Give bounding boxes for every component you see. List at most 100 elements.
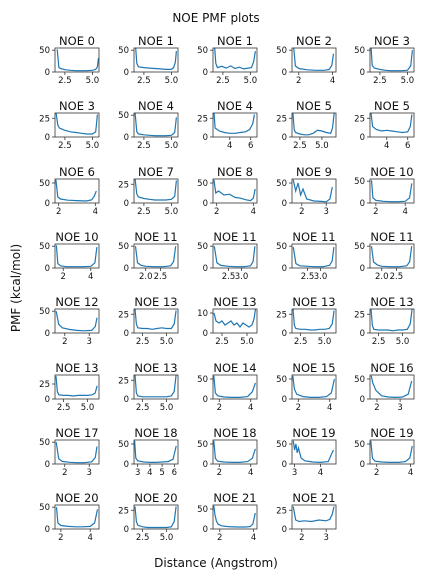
subplot: NOE 10 2 4 0 50 xyxy=(39,230,100,282)
y-tick-label: 0 xyxy=(282,525,287,535)
subplot-title: NOE 14 xyxy=(213,361,256,375)
axes-frame xyxy=(369,243,415,269)
series-line xyxy=(55,245,98,268)
subplot-title: NOE 11 xyxy=(134,230,177,244)
axes-frame xyxy=(54,439,100,465)
subplot-title: NOE 2 xyxy=(296,34,332,48)
subplot-title: NOE 21 xyxy=(292,491,335,505)
y-tick-label: 25 xyxy=(118,310,129,320)
series-line xyxy=(292,506,335,523)
subplot: NOE 5 2.5 5.0 0 25 xyxy=(276,99,337,151)
y-tick-label: 0 xyxy=(360,68,365,78)
x-tick-label: 4 xyxy=(88,272,93,282)
series-line xyxy=(292,247,335,268)
x-tick-label: 2 xyxy=(217,403,222,413)
y-tick-label: 50 xyxy=(354,440,365,450)
axes-frame xyxy=(133,243,179,269)
subplot-title: NOE 1 xyxy=(217,34,253,48)
y-tick-label: 0 xyxy=(124,525,129,535)
series-line xyxy=(370,246,413,268)
y-tick-label: 50 xyxy=(118,46,129,56)
y-tick-label: 50 xyxy=(197,505,208,515)
series-line xyxy=(293,48,335,71)
y-tick-label: 50 xyxy=(354,242,365,252)
y-tick-label: 0 xyxy=(282,329,287,339)
axes-frame xyxy=(369,47,415,73)
y-tick-label: 50 xyxy=(197,375,208,385)
subplot: NOE 8 2 4 0 50 xyxy=(197,165,258,217)
subplot-title: NOE 3 xyxy=(374,34,410,48)
x-tick-label: 2.5 xyxy=(58,76,72,86)
subplot-title: NOE 4 xyxy=(138,99,174,113)
x-tick-label: 3 xyxy=(135,468,140,478)
x-tick-label: 2 xyxy=(217,533,222,543)
x-tick-label: 2 xyxy=(61,272,66,282)
series-line xyxy=(213,309,257,328)
axes-frame xyxy=(212,504,258,530)
subplot-title: NOE 7 xyxy=(138,165,174,179)
x-tick-label: 2.5 xyxy=(137,207,151,217)
x-tick-label: 4 xyxy=(327,403,332,413)
figure-y-label: PMF (kcal/mol) xyxy=(9,244,23,332)
subplot-title: NOE 1 xyxy=(138,34,174,48)
series-line xyxy=(292,440,334,464)
subplot-title: NOE 13 xyxy=(134,361,177,375)
subplot: NOE 0 2.5 5.0 0 50 xyxy=(39,34,100,86)
x-tick-label: 5.0 xyxy=(81,403,95,413)
series-line xyxy=(370,48,413,72)
subplot: NOE 6 2 4 0 50 xyxy=(39,165,100,217)
y-tick-label: 0 xyxy=(203,395,208,405)
x-tick-label: 2.5 xyxy=(372,337,386,347)
axes-frame xyxy=(133,47,179,73)
y-tick-label: 25 xyxy=(39,380,50,390)
axes-frame xyxy=(212,47,258,73)
axes-frame xyxy=(133,504,179,530)
subplot: NOE 3 2.5 5.0 0 50 xyxy=(354,34,415,86)
y-tick-label: 50 xyxy=(276,242,287,252)
axes-frame xyxy=(54,178,100,204)
y-tick-label: 50 xyxy=(118,111,129,121)
y-tick-label: 0 xyxy=(282,460,287,470)
subplot: NOE 17 2 3 0 50 xyxy=(39,426,100,478)
y-tick-label: 0 xyxy=(124,68,129,78)
y-tick-label: 25 xyxy=(354,310,365,320)
x-tick-label: 4 xyxy=(251,207,256,217)
x-tick-label: 2.5 xyxy=(136,403,150,413)
subplot-title: NOE 12 xyxy=(55,295,98,309)
x-tick-label: 4 xyxy=(408,468,413,478)
x-tick-label: 2.5 xyxy=(58,141,72,151)
axes-frame xyxy=(212,308,258,334)
subplot-title: NOE 18 xyxy=(213,426,256,440)
subplot-title: NOE 13 xyxy=(370,295,413,309)
y-tick-label: 50 xyxy=(39,179,50,189)
series-line xyxy=(134,506,177,529)
subplot: NOE 11 2.0 2.5 0 50 xyxy=(354,230,415,282)
series-line xyxy=(134,375,177,398)
series-line xyxy=(134,440,177,463)
x-tick-label: 2.5 xyxy=(222,272,236,282)
x-tick-label: 4 xyxy=(402,207,407,217)
subplot: NOE 21 2 3 0 25 xyxy=(276,491,337,543)
subplot: NOE 18 3 4 5 6 0 50 xyxy=(118,426,179,478)
y-tick-label: 0 xyxy=(282,199,287,209)
axes-frame xyxy=(133,308,179,334)
axes-frame xyxy=(54,243,100,269)
x-tick-label: 2.5 xyxy=(57,403,71,413)
x-tick-label: 3.0 xyxy=(314,272,328,282)
series-line xyxy=(370,375,413,399)
y-tick-label: 0 xyxy=(203,133,208,143)
subplot: NOE 13 2.5 5.0 0 25 xyxy=(39,361,100,413)
subplot-title: NOE 5 xyxy=(374,99,410,113)
y-tick-label: 0 xyxy=(203,525,208,535)
x-tick-label: 2 xyxy=(58,533,63,543)
axes-frame xyxy=(291,308,337,334)
series-line xyxy=(370,113,413,134)
y-tick-label: 25 xyxy=(276,506,287,516)
subplot-title: NOE 20 xyxy=(55,491,98,505)
x-tick-label: 2.5 xyxy=(293,141,307,151)
x-tick-label: 2.0 xyxy=(375,272,389,282)
series-line xyxy=(292,375,335,398)
y-tick-label: 50 xyxy=(276,46,287,56)
x-tick-label: 2.5 xyxy=(301,272,315,282)
y-tick-label: 0 xyxy=(45,264,50,274)
